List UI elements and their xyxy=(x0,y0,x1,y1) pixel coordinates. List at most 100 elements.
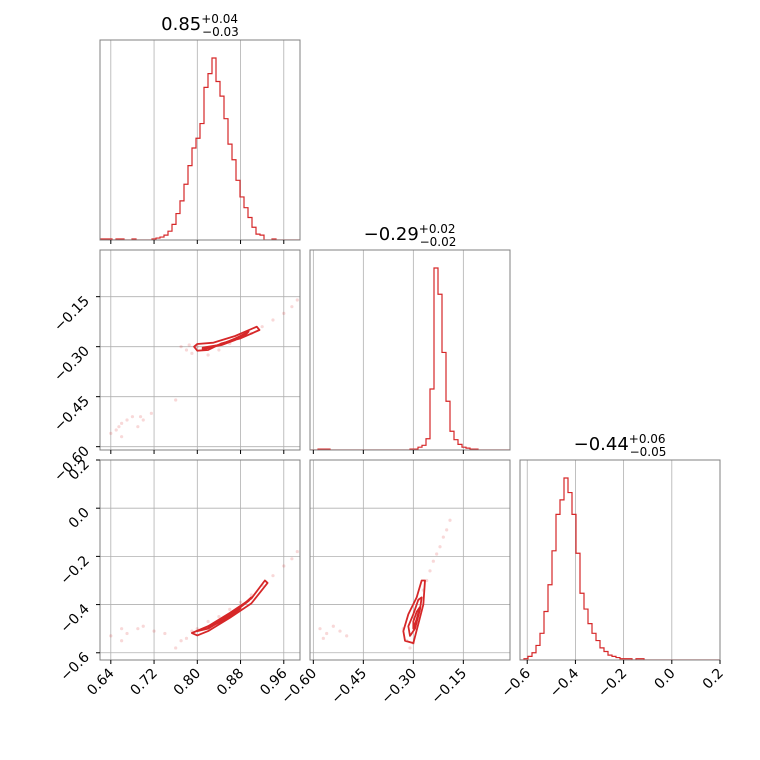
contour-level-3 xyxy=(207,607,242,629)
scatter-point xyxy=(141,624,145,628)
panel-frame xyxy=(99,39,301,241)
y-tick-label: −0.15 xyxy=(51,293,93,335)
scatter-point xyxy=(271,318,275,322)
scatter-point xyxy=(431,559,435,563)
scatter-point xyxy=(325,631,329,636)
contour-level-2 xyxy=(196,596,253,632)
scatter-point xyxy=(260,325,264,329)
x-tick-label: −0.2 xyxy=(595,666,630,701)
panel-frame xyxy=(309,249,511,451)
scatter-point xyxy=(109,634,113,638)
scatter-point xyxy=(206,353,210,357)
scatter-point xyxy=(441,535,445,539)
title-plus: +0.06 xyxy=(629,432,666,446)
x-tick-label: −0.30 xyxy=(379,666,421,708)
contour-level-1 xyxy=(193,325,261,352)
panel-frame xyxy=(309,459,511,661)
scatter-point xyxy=(238,600,243,604)
x-tick-label: 0.80 xyxy=(171,666,204,699)
histogram-steps xyxy=(520,477,720,660)
histogram-steps xyxy=(100,57,300,240)
scatter-point xyxy=(217,348,221,352)
scatter-point xyxy=(228,607,232,611)
y-tick-label: −0.30 xyxy=(51,343,93,385)
x-tick-label: 0.0 xyxy=(652,666,679,693)
panel-hist-1: −0.29+0.02 −0.02 xyxy=(309,222,511,454)
scatter-point xyxy=(448,518,452,522)
scatter-point xyxy=(282,311,286,315)
scatter-point xyxy=(338,629,342,633)
scatter-point xyxy=(114,428,118,432)
scatter-point xyxy=(163,631,167,636)
x-tick-label: 0.72 xyxy=(128,666,161,699)
scatter-point xyxy=(184,636,189,640)
x-tick-label: −0.15 xyxy=(429,666,471,708)
scatter-point xyxy=(408,646,412,650)
x-tick-label: 0.2 xyxy=(700,666,727,693)
panel-hist-0: 0.85+0.04 −0.03 xyxy=(99,12,301,244)
scatter-point xyxy=(321,636,325,640)
title-median: −0.44 xyxy=(574,434,629,455)
scatter-point xyxy=(174,398,178,402)
scatter-point xyxy=(120,435,124,439)
x-tick-label: −0.45 xyxy=(329,666,371,708)
scatter-point xyxy=(438,545,442,549)
scatter-point xyxy=(318,627,322,631)
panel-hist-2: −0.44+0.06 −0.05 xyxy=(519,432,721,664)
title-minus: −0.03 xyxy=(202,25,239,39)
scatter-point xyxy=(271,574,275,578)
scatter-point xyxy=(117,425,121,429)
panel-scatter-1-0 xyxy=(96,249,301,454)
histogram-steps xyxy=(310,267,510,450)
scatter-point xyxy=(179,345,183,349)
title-plus: +0.02 xyxy=(419,222,456,236)
scatter-point xyxy=(290,305,294,309)
scatter-point xyxy=(217,615,221,619)
scatter-point xyxy=(428,569,432,573)
y-tick-label: −0.6 xyxy=(57,649,92,684)
title-plus: +0.04 xyxy=(201,12,238,26)
scatter-point xyxy=(141,418,145,422)
contour-level-3 xyxy=(211,336,239,348)
scatter-point xyxy=(138,415,143,419)
scatter-point xyxy=(179,639,183,643)
panel-title: −0.29+0.02 −0.02 xyxy=(364,222,457,249)
scatter-point xyxy=(184,348,189,352)
contour-level-3 xyxy=(412,606,421,630)
title-minus: −0.02 xyxy=(420,235,457,249)
scatter-point xyxy=(249,593,253,597)
scatter-point xyxy=(125,418,129,422)
x-tick-label: 0.88 xyxy=(214,666,247,699)
scatter-point xyxy=(345,634,349,638)
contour-level-1 xyxy=(190,579,269,637)
scatter-point xyxy=(130,415,135,419)
panel-scatter-2-1 xyxy=(309,459,511,664)
contour-level-1 xyxy=(402,579,426,645)
scatter-point xyxy=(120,627,124,631)
scatter-point xyxy=(136,627,140,631)
panel-title: −0.44+0.06 −0.05 xyxy=(574,432,667,459)
y-tick-label: 0.0 xyxy=(66,505,93,532)
title-median: 0.85 xyxy=(161,14,201,35)
title-minus: −0.05 xyxy=(630,445,667,459)
scatter-point xyxy=(331,624,335,628)
y-tick-label: −0.4 xyxy=(57,601,92,636)
scatter-point xyxy=(290,557,294,561)
scatter-point xyxy=(435,552,439,556)
y-tick-label: −0.2 xyxy=(57,553,92,588)
scatter-point xyxy=(187,343,191,347)
panel-frame xyxy=(519,459,721,661)
scatter-point xyxy=(174,646,178,650)
title-median: −0.29 xyxy=(364,224,419,245)
panel-frame xyxy=(99,459,301,661)
scatter-point xyxy=(190,351,194,355)
x-tick-label: −0.6 xyxy=(499,665,534,700)
scatter-point xyxy=(282,564,286,568)
scatter-point xyxy=(195,345,199,349)
scatter-point xyxy=(136,425,140,429)
x-tick-label: −0.4 xyxy=(547,665,582,700)
panel-frame xyxy=(99,249,301,451)
scatter-point xyxy=(109,431,113,435)
y-tick-label: −0.45 xyxy=(51,393,93,435)
